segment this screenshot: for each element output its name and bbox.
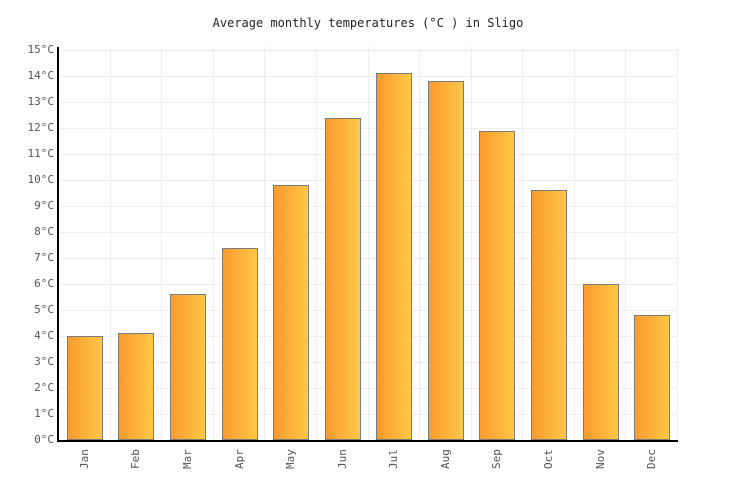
y-tick-label: 12°C [27, 121, 55, 134]
y-axis-line [57, 47, 59, 442]
gridline-v [471, 47, 472, 440]
bar-jul [376, 73, 413, 440]
gridline-v [677, 47, 678, 440]
x-tick-label: Nov [593, 449, 607, 469]
bar-mar [169, 294, 206, 440]
gridline-v [264, 47, 265, 440]
gridline-v [522, 47, 523, 440]
gridline-v [316, 47, 317, 440]
y-tick-label: 14°C [27, 69, 55, 82]
bar-jan [66, 336, 103, 440]
gridline-v [368, 47, 369, 440]
y-tick-label: 15°C [27, 43, 55, 56]
x-tick-label: Dec [645, 449, 659, 469]
y-tick-label: 5°C [34, 303, 54, 316]
plot-area [59, 47, 678, 440]
x-axis-line [57, 440, 678, 442]
bar-dec [634, 315, 671, 440]
x-tick-label: Oct [542, 449, 556, 469]
y-tick-label: 4°C [34, 329, 54, 342]
x-tick-label: Jan [77, 449, 91, 469]
gridline-v [161, 47, 162, 440]
bar-sep [479, 131, 516, 440]
x-tick-label: Apr [232, 449, 246, 469]
y-tick-label: 9°C [34, 199, 54, 212]
y-tick-label: 6°C [34, 277, 54, 290]
x-tick-label: Jul [387, 449, 401, 469]
y-tick-label: 13°C [27, 95, 55, 108]
y-tick-label: 3°C [34, 355, 54, 368]
gridline-v [574, 47, 575, 440]
bar-feb [118, 333, 155, 440]
bar-aug [427, 81, 464, 440]
gridline-v [625, 47, 626, 440]
x-tick-label: Mar [180, 449, 194, 469]
y-tick-label: 11°C [27, 147, 55, 160]
y-tick-label: 0°C [34, 433, 54, 446]
bar-nov [582, 284, 619, 440]
gridline-v [110, 47, 111, 440]
bar-oct [531, 190, 568, 440]
x-tick-label: Sep [490, 449, 504, 469]
x-tick-label: May [284, 449, 298, 469]
x-tick-label: Feb [129, 449, 143, 469]
chart-title: Average monthly temperatures (°C ) in Sl… [212, 16, 524, 30]
bar-jun [324, 118, 361, 440]
y-tick-label: 7°C [34, 251, 54, 264]
bar-may [273, 185, 310, 440]
y-tick-label: 1°C [34, 407, 54, 420]
x-tick-label: Jun [335, 449, 349, 469]
gridline-v [213, 47, 214, 440]
y-tick-label: 2°C [34, 381, 54, 394]
y-tick-label: 10°C [27, 173, 55, 186]
bar-apr [221, 248, 258, 440]
gridline-v [419, 47, 420, 440]
y-tick-label: 8°C [34, 225, 54, 238]
x-tick-label: Aug [438, 449, 452, 469]
